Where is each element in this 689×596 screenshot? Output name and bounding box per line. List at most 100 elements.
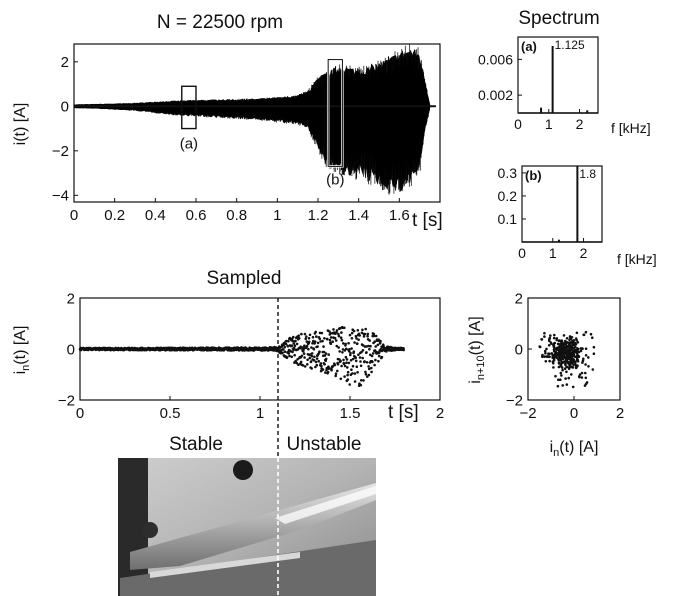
return-map-point xyxy=(573,349,576,352)
sampled-point xyxy=(310,354,314,358)
return-map-point xyxy=(587,356,590,359)
return-map-point xyxy=(559,364,563,367)
sampled-point xyxy=(355,337,358,340)
return-map-point xyxy=(540,338,543,341)
return-map-point xyxy=(548,359,551,363)
return-map-point xyxy=(591,336,594,340)
sampled-point xyxy=(308,356,312,360)
return-map-point xyxy=(568,363,571,367)
sampled-point xyxy=(346,366,349,369)
sampled-point xyxy=(324,357,328,361)
sampled-point xyxy=(280,345,284,349)
sampled-point xyxy=(324,371,327,374)
spectrum-b-peak-label: 1.8 xyxy=(579,167,596,181)
sampled-point xyxy=(359,364,363,368)
sampled-point xyxy=(310,367,314,370)
return-map-point xyxy=(544,351,547,355)
return-map-frame xyxy=(527,297,621,401)
return-map-point xyxy=(581,361,584,364)
sampled-point xyxy=(333,363,337,367)
sampled-point xyxy=(306,363,309,366)
return-map-point xyxy=(563,367,567,371)
return-map-point xyxy=(558,350,561,354)
sampled-point xyxy=(367,365,370,368)
p1-x-tick-label: 0.4 xyxy=(145,207,166,224)
sampled-point xyxy=(292,335,295,339)
return-map-point xyxy=(564,377,567,380)
sampled-point xyxy=(337,332,340,336)
return-map-point xyxy=(584,376,588,380)
p3-y-tick-label: 0.1 xyxy=(498,211,518,227)
return-map-point xyxy=(568,349,572,353)
sampled-point xyxy=(379,339,382,343)
sampled-point xyxy=(352,329,356,333)
return-map-panel: −2 0 2 2 0 −2 in+10(t) [A] in(t) [A] xyxy=(467,290,624,459)
raw-y-axis-label: i(t) [A] xyxy=(12,103,29,146)
return-map-x-axis-label: in(t) [A] xyxy=(550,439,599,459)
sampled-point xyxy=(303,332,307,336)
sampled-point xyxy=(333,336,337,340)
sampled-point xyxy=(377,359,380,363)
return-map-point xyxy=(560,353,564,357)
sampled-point xyxy=(283,345,287,349)
blade-photo xyxy=(118,458,376,596)
sampled-point xyxy=(316,345,319,348)
sampled-point xyxy=(360,331,364,335)
spectrum-a-x-axis-label: f [kHz] xyxy=(611,120,651,136)
return-map-point xyxy=(584,382,588,386)
sampled-point xyxy=(363,360,366,363)
sampled-point xyxy=(334,372,338,376)
return-map-point xyxy=(543,331,546,335)
sampled-point xyxy=(351,364,355,368)
sampled-point xyxy=(362,379,365,382)
return-map-point xyxy=(570,373,573,376)
sampled-point xyxy=(353,341,356,344)
p1-x-tick-label: 0.8 xyxy=(226,207,247,224)
sampled-point xyxy=(282,343,285,347)
sampled-point xyxy=(354,356,358,360)
sampled-point xyxy=(357,353,360,357)
sampled-point xyxy=(326,337,329,341)
return-map-point xyxy=(572,353,575,357)
return-map-point xyxy=(556,342,560,346)
p1-x-tick-label: 1 xyxy=(273,207,281,224)
return-map-point xyxy=(575,348,579,352)
return-map-point xyxy=(565,365,568,369)
return-map-point xyxy=(579,349,583,353)
return-map-point xyxy=(592,345,596,349)
sampled-point xyxy=(335,344,339,348)
p3-x-tick-label: 2 xyxy=(580,245,588,261)
return-map-point xyxy=(575,331,579,335)
sampled-point xyxy=(320,364,323,368)
sampled-point xyxy=(337,346,341,349)
sampled-point xyxy=(366,334,369,338)
sampled-point xyxy=(351,357,355,361)
return-map-point xyxy=(543,355,547,358)
raw-x-axis-label: t [s] xyxy=(412,210,443,231)
sampled-point xyxy=(287,352,291,355)
return-map-point xyxy=(552,336,556,340)
sampled-point xyxy=(350,337,354,340)
sampled-point xyxy=(348,383,352,386)
sampled-point xyxy=(343,375,346,378)
sampled-point xyxy=(292,348,295,352)
sampled-point xyxy=(373,340,377,343)
raw-chart-title: N = 22500 rpm xyxy=(157,12,283,33)
sampled-point xyxy=(358,356,362,359)
sampled-point xyxy=(347,361,351,365)
p5-x-tick-label: 0 xyxy=(570,405,578,422)
sampled-point xyxy=(402,348,406,352)
p4-x-tick-label: 0 xyxy=(76,405,84,422)
p1-y-tick-label: 0 xyxy=(61,99,69,116)
return-map-point xyxy=(580,376,584,379)
sampled-point xyxy=(300,354,304,358)
sampled-point xyxy=(369,344,372,348)
sampled-point xyxy=(323,354,327,357)
sampled-point xyxy=(297,334,301,338)
sampled-point xyxy=(370,370,373,374)
return-map-point xyxy=(575,365,579,368)
return-map-point xyxy=(549,334,552,337)
sampled-point xyxy=(331,340,335,344)
return-map-point xyxy=(566,341,569,344)
sampled-point xyxy=(339,336,343,340)
